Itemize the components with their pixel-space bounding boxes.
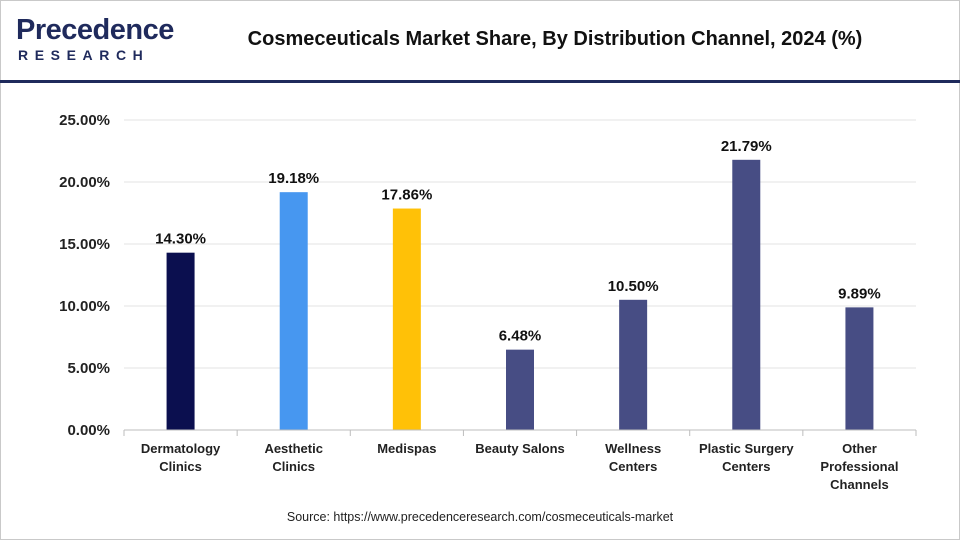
y-tick-label: 15.00% — [59, 236, 110, 253]
x-tick-label-line: Beauty Salons — [475, 441, 565, 456]
data-label: 19.18% — [268, 170, 319, 187]
y-tick-label: 20.00% — [59, 174, 110, 191]
header-divider — [0, 80, 960, 83]
x-tick-label-line: Plastic Surgery — [699, 441, 794, 456]
x-tick-label-line: Wellness — [605, 441, 661, 456]
data-label: 17.86% — [381, 187, 432, 204]
x-tick-label: Plastic Surgery Centers — [699, 441, 794, 474]
bars — [166, 159, 874, 430]
logo-wordmark: Precedence — [16, 14, 174, 47]
data-labels: 14.30% 19.18% 17.86% 6.48% 10.50% 21.79% 9.89% — [155, 138, 881, 345]
data-label: 14.30% — [155, 231, 206, 248]
x-tick-label-line: Professional — [820, 459, 898, 474]
logo-subtitle: RESEARCH — [18, 47, 150, 63]
bar — [732, 159, 761, 430]
logo-initial: P — [16, 14, 35, 46]
bar — [279, 192, 308, 430]
x-tick-label-line: Other — [842, 441, 877, 456]
x-tick-label: Aesthetic Clinics — [264, 441, 323, 474]
x-tick-label: Other Professional Channels — [820, 441, 898, 492]
bar — [166, 252, 195, 430]
data-label: 10.50% — [608, 278, 659, 295]
data-label: 6.48% — [499, 328, 542, 345]
x-tick-label: Dermatology Clinics — [141, 441, 221, 474]
x-tick-label-line: Medispas — [377, 441, 436, 456]
x-tick-label-line: Dermatology — [141, 441, 221, 456]
x-tick-label-line: Clinics — [159, 459, 202, 474]
precedence-research-logo: Precedence RESEARCH — [16, 14, 174, 66]
x-axis: Dermatology Clinics Aesthetic Clinics Medisp… — [123, 429, 917, 492]
logo-name: recedence — [34, 14, 175, 46]
y-tick-label: 0.00% — [67, 422, 110, 439]
y-tick-label: 5.00% — [67, 360, 110, 377]
x-tick-label: Medispas — [377, 441, 436, 456]
x-tick-label: Wellness Centers — [605, 441, 661, 474]
y-tick-label: 25.00% — [59, 112, 110, 129]
x-tick-label-line: Channels — [830, 477, 889, 492]
x-tick-label-line: Centers — [609, 459, 657, 474]
x-tick-label-line: Aesthetic — [264, 441, 323, 456]
chart-title: Cosmeceuticals Market Share, By Distribu… — [247, 28, 863, 50]
data-label: 21.79% — [721, 138, 772, 155]
source-note: Source: https://www.precedenceresearch.c… — [286, 510, 674, 524]
y-tick-label: 10.00% — [59, 298, 110, 315]
bar — [619, 299, 648, 430]
data-label: 9.89% — [838, 285, 881, 302]
bar — [845, 307, 874, 430]
y-axis: 0.00% 5.00% 10.00% 15.00% 20.00% 25.00% — [59, 112, 110, 439]
x-tick-label: Beauty Salons — [475, 441, 565, 456]
header: Precedence RESEARCH Cosmeceuticals Marke… — [0, 0, 960, 83]
x-tick-label-line: Clinics — [272, 459, 315, 474]
bar — [506, 349, 534, 430]
x-tick-label-line: Centers — [722, 459, 770, 474]
bar — [392, 208, 421, 430]
